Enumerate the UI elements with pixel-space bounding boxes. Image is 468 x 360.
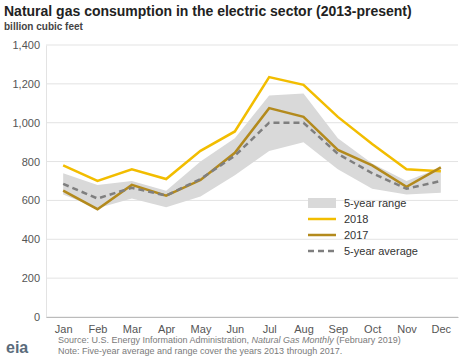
legend-label: 5-year average [344, 245, 418, 257]
x-tick-label: Oct [364, 323, 381, 335]
x-tick-label: Jun [226, 323, 244, 335]
y-tick: 800 [22, 156, 46, 168]
x-tick: Jan [55, 317, 73, 335]
source-part: Source: U.S. Energy Information Administ… [58, 335, 252, 345]
source: Source: U.S. Energy Information Administ… [58, 335, 401, 345]
legend-swatch [308, 218, 336, 221]
x-tick: Mar [123, 317, 142, 335]
grid [46, 45, 458, 317]
x-tick: Oct [364, 317, 381, 335]
y-tick: 200 [22, 272, 46, 284]
y-tick-label: 600 [22, 194, 40, 206]
x-tick-label: Jan [55, 323, 73, 335]
x-tick: Aug [294, 317, 314, 335]
y-tick-label: 0 [34, 311, 40, 323]
legend-label: 2017 [344, 229, 368, 241]
x-tick-label: Aug [294, 323, 314, 335]
grid-line [46, 317, 458, 318]
legend-item: 5-year range [308, 197, 406, 209]
x-tick-label: Apr [158, 323, 175, 335]
marks [63, 77, 441, 209]
legend: 5-year range 2018 2017 5-year average [308, 197, 418, 257]
x-tick: Dec [432, 317, 452, 335]
x-tick: Apr [158, 317, 175, 335]
legend-item: 2017 [308, 229, 368, 241]
y-tick-label: 800 [22, 156, 40, 168]
y-tick: 1,200 [12, 78, 46, 90]
note: Note: Five-year average and range cover … [58, 346, 342, 356]
y-tick: 600 [22, 194, 46, 206]
subtitle: billion cubic feet [4, 21, 84, 32]
source-part: Natural Gas Monthly [252, 335, 335, 345]
legend-item: 2018 [308, 213, 368, 225]
x-tick-label: Dec [432, 323, 452, 335]
y-tick-label: 1,200 [12, 78, 40, 90]
x-tick-label: Sep [329, 323, 349, 335]
legend-label: 5-year range [344, 197, 406, 209]
y-tick: 1,400 [12, 39, 46, 51]
x-tick-label: May [191, 323, 212, 335]
legend-item: 5-year average [308, 245, 418, 257]
line [63, 123, 441, 199]
line [63, 108, 441, 209]
legend-swatch [308, 198, 336, 208]
legend-swatch [308, 250, 336, 253]
x-axis-line [47, 317, 459, 318]
plot: 0 200 400 600 800 1,000 1,200 1,400 Jan Feb Mar Apr… [12, 39, 458, 335]
y-tick-label: 400 [22, 233, 40, 245]
y-tick-label: 1,400 [12, 39, 40, 51]
y-tick: 400 [22, 233, 46, 245]
legend-swatch [308, 234, 336, 237]
title: Natural gas consumption in the electric … [4, 3, 412, 19]
x-axis: Jan Feb Mar Apr May Jun Jul Aug Sep Oct Nov Dec [47, 317, 459, 335]
x-tick: Feb [89, 317, 108, 335]
grid-line [46, 83, 458, 84]
x-tick: May [191, 317, 212, 335]
grid-line [46, 239, 458, 240]
y-tick-label: 200 [22, 272, 40, 284]
x-tick-label: Jul [263, 323, 277, 335]
x-tick: Sep [329, 317, 349, 335]
grid-line [46, 45, 458, 46]
y-axis-line [46, 46, 47, 318]
x-tick-label: Mar [123, 323, 142, 335]
legend-label: 2018 [344, 213, 368, 225]
x-tick: Jun [226, 317, 244, 335]
y-tick-label: 1,000 [12, 117, 40, 129]
grid-line [46, 278, 458, 279]
range-area [63, 94, 441, 209]
x-tick-label: Nov [397, 323, 417, 335]
x-tick-label: Feb [89, 323, 108, 335]
x-tick: Nov [397, 317, 417, 335]
source-part: (February 2019) [334, 335, 401, 345]
y-tick: 0 [34, 311, 46, 323]
x-tick: Jul [263, 317, 277, 335]
y-tick: 1,000 [12, 117, 46, 129]
y-axis: 0 200 400 600 800 1,000 1,200 1,400 [12, 39, 46, 323]
logo: eia [6, 339, 28, 356]
